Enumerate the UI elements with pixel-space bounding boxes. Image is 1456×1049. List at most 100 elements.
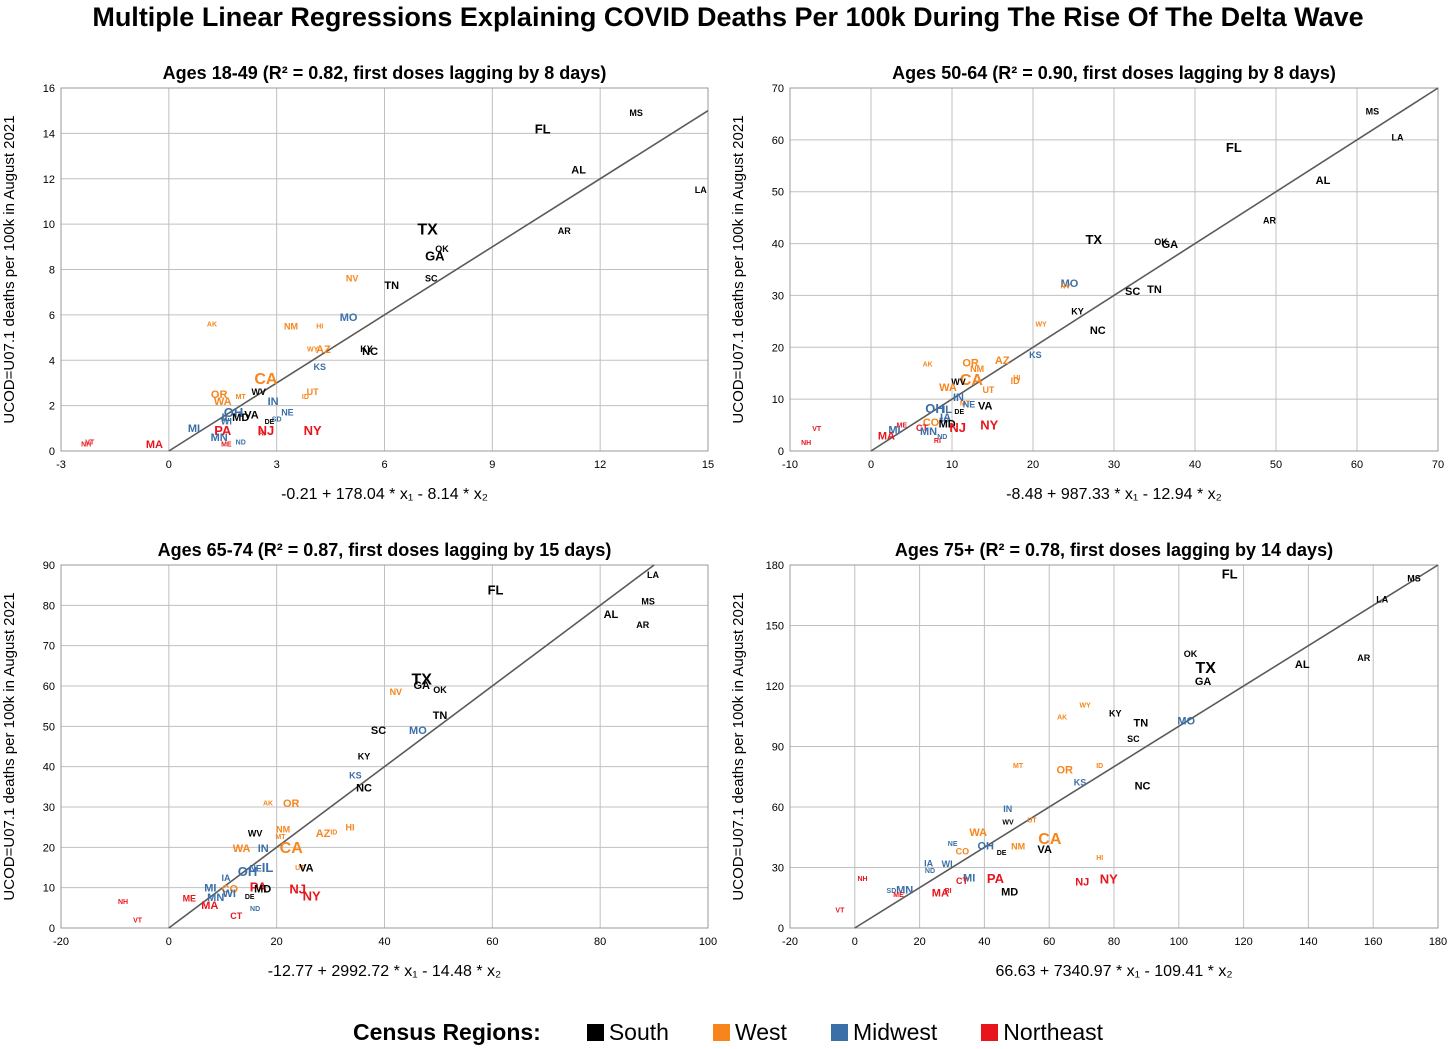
point-label-mt: MT <box>1013 763 1024 770</box>
point-label-va: VA <box>1037 844 1052 856</box>
legend-item-northeast: Northeast <box>981 1019 1103 1046</box>
point-label-ia: IA <box>940 412 951 424</box>
point-label-mo: MO <box>409 725 427 737</box>
point-label-oh: OH <box>925 401 945 416</box>
point-label-tx: TX <box>417 221 438 238</box>
point-label-nm: NM <box>276 824 290 834</box>
point-label-me: ME <box>183 894 197 904</box>
x-tick-label: 40 <box>378 936 390 948</box>
y-axis-label: UCOD=U07.1 deaths per 100k in August 202… <box>730 592 747 900</box>
point-label-wy: WY <box>1080 703 1092 710</box>
x-tick-label: 100 <box>1170 936 1188 948</box>
point-label-la: LA <box>695 185 707 195</box>
point-label-ny: NY <box>304 423 322 438</box>
x-tick-label: 40 <box>978 936 990 948</box>
x-tick-label: -20 <box>53 936 69 948</box>
y-tick-label: 50 <box>772 187 784 199</box>
point-label-ks: KS <box>314 362 327 372</box>
y-tick-label: 16 <box>43 83 55 95</box>
point-label-wa: WA <box>939 382 957 394</box>
y-tick-label: 0 <box>778 446 784 458</box>
point-label-ct: CT <box>956 876 968 886</box>
point-label-mn: MN <box>920 426 937 438</box>
point-label-fl: FL <box>535 121 551 136</box>
point-label-sc: SC <box>425 274 438 284</box>
legend-label-northeast: Northeast <box>1003 1018 1104 1045</box>
point-label-oh: OH <box>977 841 994 853</box>
y-tick-label: 20 <box>43 842 55 854</box>
y-tick-label: 60 <box>772 802 784 814</box>
point-label-nh: NH <box>858 876 868 883</box>
point-label-wa: WA <box>969 827 987 839</box>
point-label-wv: WV <box>251 387 266 397</box>
y-tick-label: 10 <box>43 883 55 895</box>
legend-swatch-northeast <box>981 1023 999 1041</box>
point-label-ri: RI <box>259 430 266 437</box>
plot-frame <box>789 564 1439 929</box>
point-label-va: VA <box>299 862 314 874</box>
x-tick-label: 120 <box>1234 936 1252 948</box>
y-tick-label: 0 <box>778 923 784 935</box>
x-tick-label: -10 <box>782 459 798 471</box>
point-label-in: IN <box>268 396 279 408</box>
x-tick-label: 20 <box>271 936 283 948</box>
point-label-mt: MT <box>960 401 971 408</box>
point-label-ok: OK <box>1154 237 1168 247</box>
x-tick-label: 100 <box>699 936 717 948</box>
chart-panel-3: -20 0 20 40 60 80 1000102030405060708090LAFLMS… <box>1 540 717 980</box>
point-label-mn: MN <box>207 892 224 904</box>
point-label-co: CO <box>923 417 940 429</box>
regression-line <box>168 564 655 929</box>
point-label-ma: MA <box>878 430 895 442</box>
point-label-mt: MT <box>275 834 286 841</box>
regression-line <box>854 564 1439 929</box>
legend: Census Regions: South West Midwest North… <box>0 1016 1456 1048</box>
point-label-ky: KY <box>1071 307 1084 317</box>
point-label-or: OR <box>962 358 979 370</box>
point-label-de: DE <box>265 419 275 426</box>
y-tick-label: 80 <box>43 600 55 612</box>
legend-swatch-west <box>712 1023 730 1041</box>
point-label-az: AZ <box>316 828 331 840</box>
y-tick-label: 20 <box>772 342 784 354</box>
legend-label-midwest: Midwest <box>852 1018 938 1045</box>
point-label-ut: UT <box>1027 818 1037 825</box>
point-label-ia: IA <box>924 859 934 869</box>
y-tick-label: 70 <box>772 83 784 95</box>
point-label-nj: NJ <box>1075 876 1089 888</box>
point-label-nv: NV <box>1061 284 1071 291</box>
point-label-ks: KS <box>349 771 362 781</box>
point-label-wy: WY <box>1035 321 1047 328</box>
y-tick-label: 0 <box>49 446 55 458</box>
y-tick-label: 120 <box>766 681 784 693</box>
point-label-or: OR <box>1057 765 1074 777</box>
x-tick-label: 160 <box>1364 936 1382 948</box>
point-label-ms: MS <box>641 596 655 606</box>
x-tick-label: 180 <box>1429 936 1447 948</box>
point-label-ms: MS <box>629 108 643 118</box>
legend-item-south: South <box>586 1019 669 1046</box>
point-label-mi: MI <box>204 883 216 895</box>
point-label-wy: WY <box>307 346 319 353</box>
point-label-mn: MN <box>896 885 913 897</box>
point-label-ut: UT <box>307 387 319 397</box>
x-axis-label: 66.63 + 7340.97 * x₁ - 109.41 * x₂ <box>995 963 1232 980</box>
regression-line <box>870 87 1439 452</box>
y-tick-label: 30 <box>43 802 55 814</box>
point-label-nd: ND <box>937 434 947 441</box>
point-label-mi: MI <box>188 423 200 435</box>
point-label-me: ME <box>893 892 904 899</box>
point-label-va: VA <box>978 401 993 413</box>
point-label-de: DE <box>954 409 964 416</box>
y-axis-label: UCOD=U07.1 deaths per 100k in August 202… <box>1 592 18 900</box>
point-label-ms: MS <box>1366 106 1380 116</box>
point-label-wa: WA <box>233 843 251 855</box>
point-label-oh: OH <box>238 864 258 879</box>
point-label-nc: NC <box>356 782 372 794</box>
point-label-ky: KY <box>360 344 373 354</box>
point-label-nh: NH <box>118 899 128 906</box>
point-label-va: VA <box>244 410 259 422</box>
point-label-oh: OH <box>224 405 244 420</box>
point-label-sc: SC <box>371 725 386 737</box>
